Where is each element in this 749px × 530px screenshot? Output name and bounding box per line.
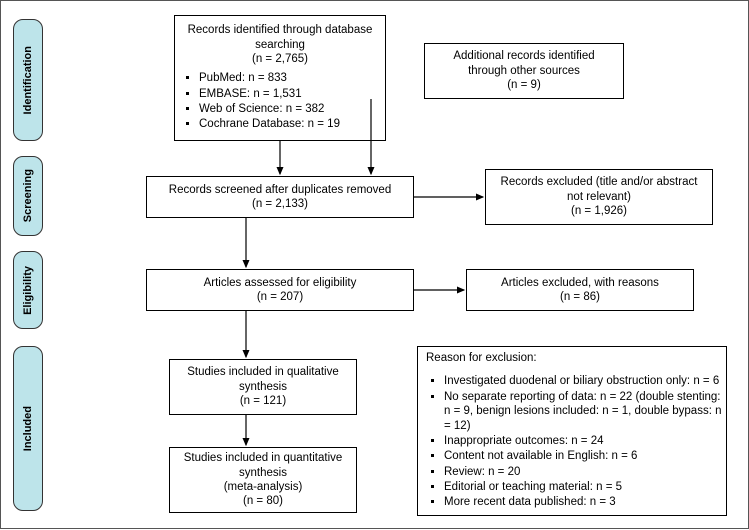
box-title: Studies included in quantitative synthes… [178,451,348,480]
list-item: Review: n = 20 [444,465,730,479]
box-title: Articles excluded, with reasons [501,276,659,290]
list-item: Editorial or teaching material: n = 5 [444,480,730,494]
db-source-list: PubMed: n = 833 EMBASE: n = 1,531 Web of… [193,70,387,133]
box-n: (n = 207) [257,290,303,304]
list-item: Cochrane Database: n = 19 [199,117,387,131]
box-title: Records identified through database sear… [183,23,377,52]
list-item: PubMed: n = 833 [199,71,387,85]
list-item: EMBASE: n = 1,531 [199,87,387,101]
list-item: Investigated duodenal or biliary obstruc… [444,374,730,388]
phase-label: Screening [22,169,34,222]
box-qualitative: Studies included in qualitative synthesi… [169,359,357,415]
phase-screening: Screening [13,156,43,236]
box-n: (n = 9) [507,78,541,92]
phase-label: Included [22,406,34,451]
box-title: Studies included in qualitative synthesi… [178,365,348,394]
box-n: (n = 86) [560,290,600,304]
phase-eligibility: Eligibility [13,251,43,329]
phase-label: Eligibility [22,266,34,315]
reasons-list: Investigated duodenal or biliary obstruc… [438,373,730,510]
box-title: Reason for exclusion: [426,351,718,365]
box-assessed: Articles assessed for eligibility (n = 2… [146,269,414,311]
box-sub: (meta-analysis) [224,480,303,494]
list-item: No separate reporting of data: n = 22 (d… [444,390,730,433]
box-title: Articles assessed for eligibility [204,276,357,290]
box-quantitative: Studies included in quantitative synthes… [169,447,357,513]
box-title: Records screened after duplicates remove… [169,183,391,197]
box-screened: Records screened after duplicates remove… [146,176,414,218]
list-item: More recent data published: n = 3 [444,495,730,509]
box-title: Additional records identified through ot… [433,49,615,78]
box-n: (n = 1,926) [571,204,627,218]
box-n: (n = 2,765) [183,52,377,66]
phase-identification: Identification [13,19,43,141]
box-other-sources: Additional records identified through ot… [424,43,624,99]
list-item: Content not available in English: n = 6 [444,449,730,463]
prisma-flowchart: Identification Screening Eligibility Inc… [0,0,749,529]
box-n: (n = 2,133) [252,197,308,211]
box-n: (n = 80) [243,494,283,508]
phase-label: Identification [22,46,34,114]
phase-included: Included [13,346,43,511]
box-exclusion-reasons: Reason for exclusion: Investigated duode… [417,346,727,516]
box-db-search: Records identified through database sear… [174,15,386,141]
box-excluded-screening: Records excluded (title and/or abstract … [485,169,713,225]
box-excluded-eligibility: Articles excluded, with reasons (n = 86) [466,269,694,311]
list-item: Web of Science: n = 382 [199,102,387,116]
list-item: Inappropriate outcomes: n = 24 [444,434,730,448]
box-title: Records excluded (title and/or abstract … [494,175,704,204]
box-n: (n = 121) [240,394,286,408]
